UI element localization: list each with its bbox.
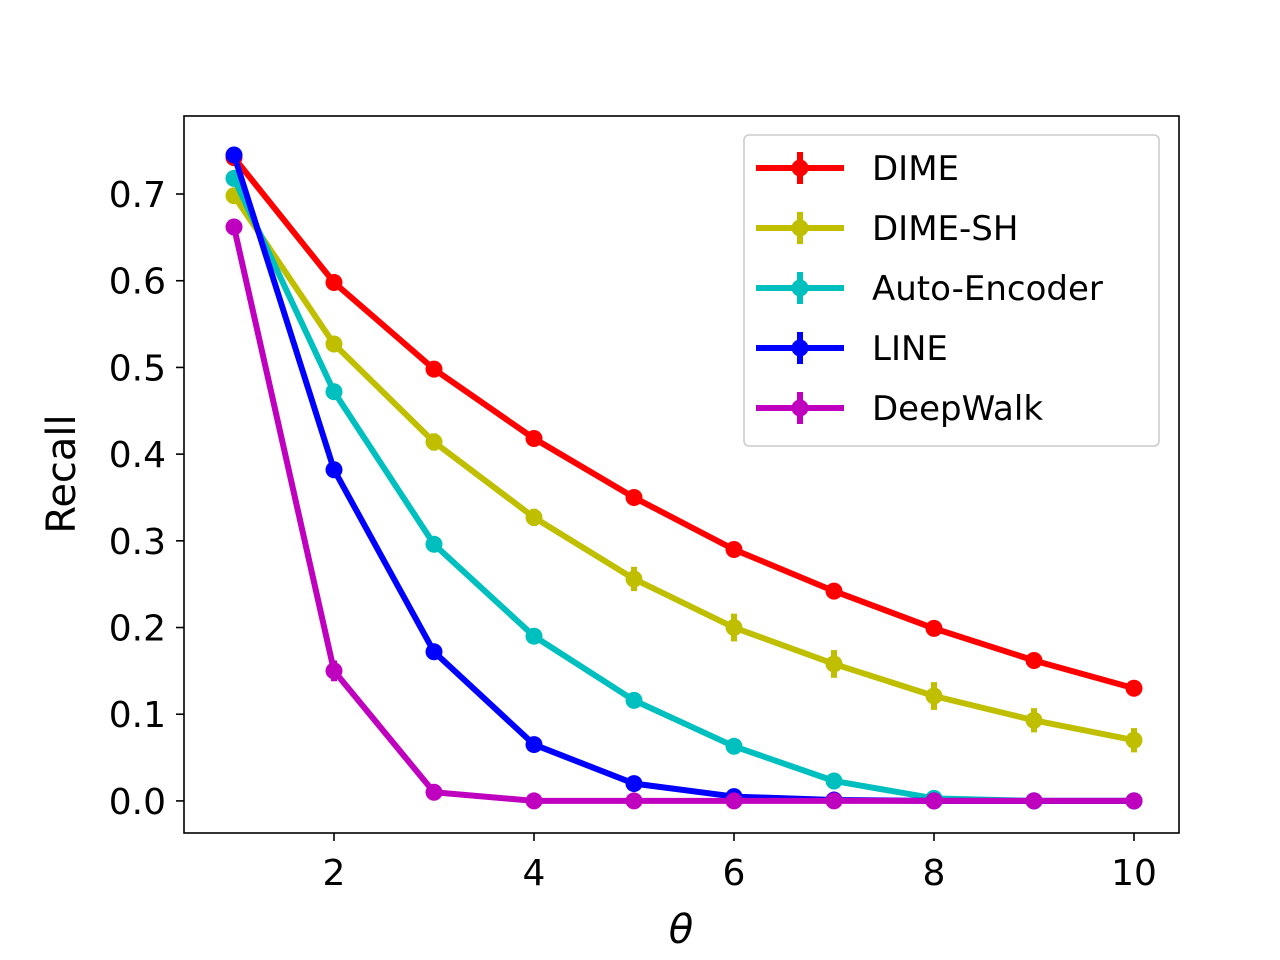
- data-point-deepwalk: [1025, 792, 1043, 810]
- data-point-deepwalk: [925, 792, 943, 810]
- data-point-auto-encoder: [325, 383, 343, 401]
- legend-item-auto-encoder: Auto-Encoder: [756, 269, 1103, 309]
- series-line-dime-sh: [231, 194, 1135, 744]
- legend-label: LINE: [872, 329, 948, 369]
- data-point-dime-sh: [1025, 711, 1043, 729]
- data-point-deepwalk: [625, 792, 643, 810]
- series-line-dime: [231, 155, 1135, 692]
- legend-marker: [791, 159, 809, 177]
- data-point-dime: [525, 430, 543, 448]
- legend-box: [743, 134, 1160, 447]
- x-tick-label: 10: [1111, 853, 1157, 894]
- data-point-deepwalk: [525, 792, 543, 810]
- data-point-dime-sh: [825, 655, 843, 673]
- data-point-deepwalk: [1125, 792, 1143, 810]
- legend-item-line: LINE: [756, 329, 948, 369]
- legend-marker: [791, 219, 809, 237]
- y-tick-label: 0.3: [109, 522, 166, 563]
- data-point-dime: [725, 540, 743, 558]
- data-point-line: [525, 736, 543, 754]
- data-point-auto-encoder: [525, 627, 543, 645]
- y-axis-label: Recall: [39, 414, 85, 533]
- data-point-dime-sh: [725, 619, 743, 637]
- data-point-line: [225, 146, 243, 164]
- y-tick-label: 0.1: [109, 695, 166, 736]
- y-axis: 0.0 0.1 0.2 0.3 0.4 0.5 0.6 0.7: [109, 175, 184, 823]
- data-point-auto-encoder: [825, 772, 843, 790]
- data-point-deepwalk: [225, 218, 243, 236]
- data-point-line: [425, 643, 443, 661]
- data-point-dime: [1125, 679, 1143, 697]
- legend-item-dime-sh: DIME-SH: [756, 209, 1018, 249]
- x-tick-label: 6: [723, 853, 746, 894]
- legend-marker: [791, 279, 809, 297]
- y-tick-label: 0.4: [109, 435, 166, 476]
- y-tick-label: 0.6: [109, 262, 166, 303]
- data-point-auto-encoder: [725, 737, 743, 755]
- series-line-deepwalk: [231, 226, 1134, 804]
- data-point-dime: [425, 360, 443, 378]
- legend-item-deepwalk: DeepWalk: [756, 389, 1043, 429]
- data-point-dime-sh: [525, 508, 543, 526]
- x-tick-label: 4: [523, 853, 546, 894]
- data-point-dime: [325, 273, 343, 291]
- data-point-dime-sh: [1125, 731, 1143, 749]
- data-point-dime-sh: [625, 570, 643, 588]
- legend-marker: [791, 399, 809, 417]
- x-axis-label: θ: [669, 907, 693, 953]
- data-point-line: [625, 775, 643, 793]
- legend: DIME DIME-SH Auto-Encoder LINE DeepWalk: [743, 134, 1160, 447]
- data-point-deepwalk: [425, 783, 443, 801]
- x-tick-label: 2: [323, 853, 346, 894]
- legend-label: DIME-SH: [872, 209, 1018, 249]
- data-point-dime: [825, 582, 843, 600]
- data-point-dime: [1025, 651, 1043, 669]
- y-tick-label: 0.7: [109, 175, 166, 216]
- data-point-deepwalk: [725, 792, 743, 810]
- legend-label: Auto-Encoder: [872, 269, 1103, 309]
- series-deepwalk: [225, 218, 1143, 810]
- series-dime: [225, 149, 1143, 697]
- plot-area-frame: [183, 115, 1180, 834]
- data-point-deepwalk: [825, 792, 843, 810]
- legend-item-dime: DIME: [756, 149, 959, 189]
- data-point-line: [325, 461, 343, 479]
- y-tick-label: 0.5: [109, 348, 166, 389]
- legend-label: DeepWalk: [872, 389, 1043, 429]
- data-point-deepwalk: [325, 662, 343, 680]
- data-point-auto-encoder: [625, 691, 643, 709]
- legend-marker: [791, 339, 809, 357]
- data-point-dime: [625, 488, 643, 506]
- data-point-dime-sh: [925, 687, 943, 705]
- y-tick-label: 0.0: [109, 782, 166, 823]
- legend-label: DIME: [872, 149, 959, 189]
- data-point-dime: [925, 619, 943, 637]
- data-point-dime-sh: [425, 433, 443, 451]
- data-point-dime-sh: [325, 335, 343, 353]
- series-layer: [225, 146, 1143, 810]
- x-tick-label: 8: [923, 853, 946, 894]
- data-point-auto-encoder: [425, 535, 443, 553]
- y-tick-label: 0.2: [109, 609, 166, 650]
- x-axis: 2 4 6 8 10: [323, 833, 1157, 894]
